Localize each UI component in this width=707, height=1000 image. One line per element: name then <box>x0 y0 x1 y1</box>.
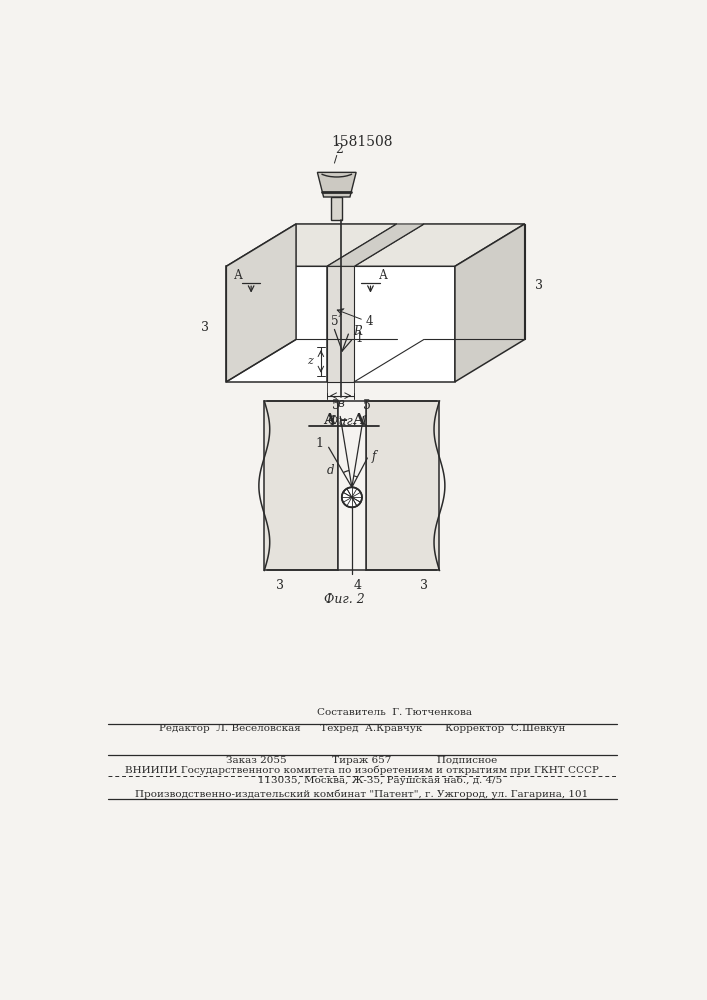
Text: Фиг. 1: Фиг. 1 <box>328 415 369 428</box>
Text: Редактор  Л. Веселовская      Техред  А.Кравчук       Корректор  С.Шевкун: Редактор Л. Веселовская Техред А.Кравчук… <box>159 724 565 733</box>
Polygon shape <box>354 224 525 266</box>
Circle shape <box>341 487 362 507</box>
Polygon shape <box>354 266 455 382</box>
Text: 3: 3 <box>420 579 428 592</box>
Polygon shape <box>317 172 356 197</box>
Text: 4: 4 <box>354 579 362 592</box>
Text: А: А <box>234 269 243 282</box>
Text: 2: 2 <box>335 143 343 156</box>
Polygon shape <box>226 224 296 382</box>
Text: A – A: A – A <box>323 413 365 427</box>
Polygon shape <box>264 401 338 570</box>
Polygon shape <box>226 266 327 382</box>
Text: 5: 5 <box>363 399 371 412</box>
Polygon shape <box>332 197 342 220</box>
Text: в: в <box>337 397 344 410</box>
Polygon shape <box>338 401 366 570</box>
Text: 1: 1 <box>356 332 363 345</box>
Text: z: z <box>308 356 313 366</box>
Text: 113035, Москва, Ж-35, Раушская наб., д. 4/5: 113035, Москва, Ж-35, Раушская наб., д. … <box>222 776 502 785</box>
Text: 1: 1 <box>315 437 323 450</box>
Polygon shape <box>366 401 440 570</box>
Text: Фиг. 2: Фиг. 2 <box>324 593 365 606</box>
Text: 1581508: 1581508 <box>331 135 392 149</box>
Text: Составитель  Г. Тютченкова: Составитель Г. Тютченкова <box>252 708 472 717</box>
Text: 5: 5 <box>332 399 340 412</box>
Text: R: R <box>354 325 362 338</box>
Text: 3: 3 <box>534 279 543 292</box>
Text: 4: 4 <box>366 315 373 328</box>
Text: f: f <box>339 308 343 317</box>
Polygon shape <box>327 224 424 266</box>
Text: Производственно-издательский комбинат "Патент", г. Ужгород, ул. Гагарина, 101: Производственно-издательский комбинат "П… <box>135 790 588 799</box>
Text: 3: 3 <box>201 321 209 334</box>
Text: f: f <box>371 450 375 463</box>
Polygon shape <box>226 224 397 266</box>
Text: 3: 3 <box>276 579 284 592</box>
Text: d: d <box>327 464 334 477</box>
Polygon shape <box>327 266 354 382</box>
Polygon shape <box>455 224 525 382</box>
Text: ВНИИПИ Государственного комитета по изобретениям и открытиям при ГКНТ СССР: ВНИИПИ Государственного комитета по изоб… <box>125 766 599 775</box>
Text: 5: 5 <box>331 315 338 328</box>
Text: А: А <box>378 269 387 282</box>
Text: Заказ 2055              Тираж 657              Подписное: Заказ 2055 Тираж 657 Подписное <box>226 756 498 765</box>
